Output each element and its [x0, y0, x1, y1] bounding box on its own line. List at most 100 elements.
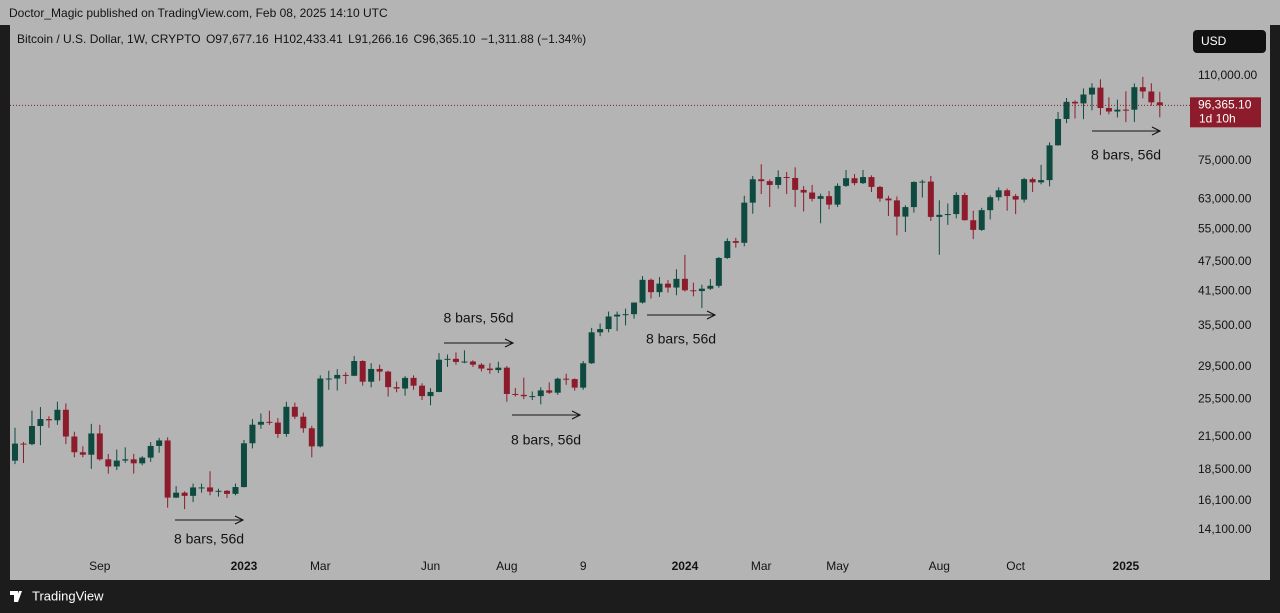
candle-body [190, 487, 197, 496]
currency-button[interactable] [1193, 30, 1266, 53]
candle-body [1063, 101, 1070, 119]
header: Bitcoin / U.S. Dollar, 1W, CRYPTO O97,67… [17, 32, 586, 46]
candle-body [775, 177, 782, 185]
x-tick-label: Oct [1006, 559, 1025, 573]
currency-label: USD [1201, 34, 1227, 48]
candle-body [368, 368, 375, 382]
candle-body [207, 487, 214, 492]
high-value: H102,433.41 [274, 32, 343, 46]
candle-body [944, 214, 951, 216]
candle-body [1055, 118, 1062, 146]
candle-body [809, 192, 816, 199]
x-tick-label: Aug [929, 559, 950, 573]
candle-body [758, 179, 765, 182]
candle-body [724, 241, 731, 258]
candle-body [588, 332, 595, 364]
candle-body [978, 210, 985, 230]
candle-body [444, 358, 451, 360]
open-value: O97,677.16 [206, 32, 269, 46]
candle-body [96, 433, 103, 460]
candle-body [1012, 196, 1019, 200]
publish-bar [0, 0, 1280, 25]
candle-body [393, 387, 400, 389]
candle-body [173, 492, 180, 498]
x-tick-label: Aug [496, 559, 517, 573]
candle-body [537, 390, 544, 397]
candle-body [486, 368, 493, 371]
x-tick-label: 2025 [1113, 559, 1140, 573]
candle-body [893, 200, 900, 217]
candle-body [1029, 179, 1036, 183]
candle-body [28, 425, 35, 445]
candle-body [656, 283, 663, 293]
candle-body [12, 443, 18, 461]
candle-body [291, 406, 298, 417]
candle-body [45, 419, 52, 421]
x-tick-label: 2024 [672, 559, 699, 573]
candle-body [766, 181, 773, 185]
candle-body [105, 459, 112, 467]
candle-body [156, 440, 163, 446]
candle-body [1080, 94, 1087, 104]
candle-body [673, 278, 680, 288]
change-value: −1,311.88 (−1.34%) [481, 32, 586, 46]
x-tick-label: 9 [580, 559, 587, 573]
candle-body [597, 329, 604, 333]
candle-body [953, 195, 960, 215]
y-tick-label: 110,000.00 [1198, 68, 1257, 82]
candle-body [1114, 109, 1121, 112]
candle-body [351, 361, 358, 376]
candle-body [910, 181, 917, 208]
candle-body [71, 436, 78, 453]
y-tick-label: 75,000.00 [1198, 153, 1252, 167]
candle-body [1004, 190, 1011, 197]
candle-body [927, 181, 934, 217]
candle-body [54, 409, 61, 421]
candle-body [902, 207, 909, 217]
candle-body [130, 459, 137, 464]
candle-body [698, 288, 705, 292]
y-tick-label: 25,500.00 [1198, 391, 1252, 405]
annotation-text: 8 bars, 56d [1091, 147, 1161, 163]
candle-body [452, 358, 459, 362]
candle-body [970, 220, 977, 230]
candle-body [580, 363, 587, 388]
candle-body [664, 283, 671, 288]
candle-body [1046, 145, 1053, 181]
x-tick-label: Jun [421, 559, 440, 573]
candle-body [1021, 179, 1028, 200]
candle-body [461, 361, 468, 363]
candle-body [843, 178, 850, 186]
candle-body [563, 378, 570, 380]
footer [0, 580, 1280, 613]
candle-body [936, 214, 943, 217]
candle-body [919, 181, 926, 183]
brand-bar: TradingView [0, 580, 1280, 613]
y-tick-label: 18,500.00 [1198, 462, 1252, 476]
candle-body [147, 445, 154, 458]
candle-body [792, 177, 799, 190]
candle-body [334, 374, 341, 379]
candle-body [1122, 109, 1129, 111]
candle-body [436, 359, 442, 392]
candle-body [1088, 87, 1095, 95]
annotation-text: 8 bars, 56d [511, 432, 581, 448]
candle-body [325, 378, 332, 380]
candle-body [546, 390, 553, 393]
x-tick-label: 2023 [231, 559, 258, 573]
candle-body [995, 190, 1002, 198]
candle-body [79, 452, 86, 455]
countdown-label: 1d 10h [1199, 111, 1236, 125]
candle-body [783, 177, 790, 179]
candle-body [139, 457, 146, 464]
candle-body [308, 428, 315, 447]
candle-body [648, 279, 654, 293]
candle-body [690, 290, 697, 292]
candle-body [249, 424, 256, 444]
x-tick-label: Sep [89, 559, 111, 573]
candle-body [868, 177, 875, 187]
candle-body [1156, 102, 1163, 106]
candle-body [800, 189, 807, 193]
